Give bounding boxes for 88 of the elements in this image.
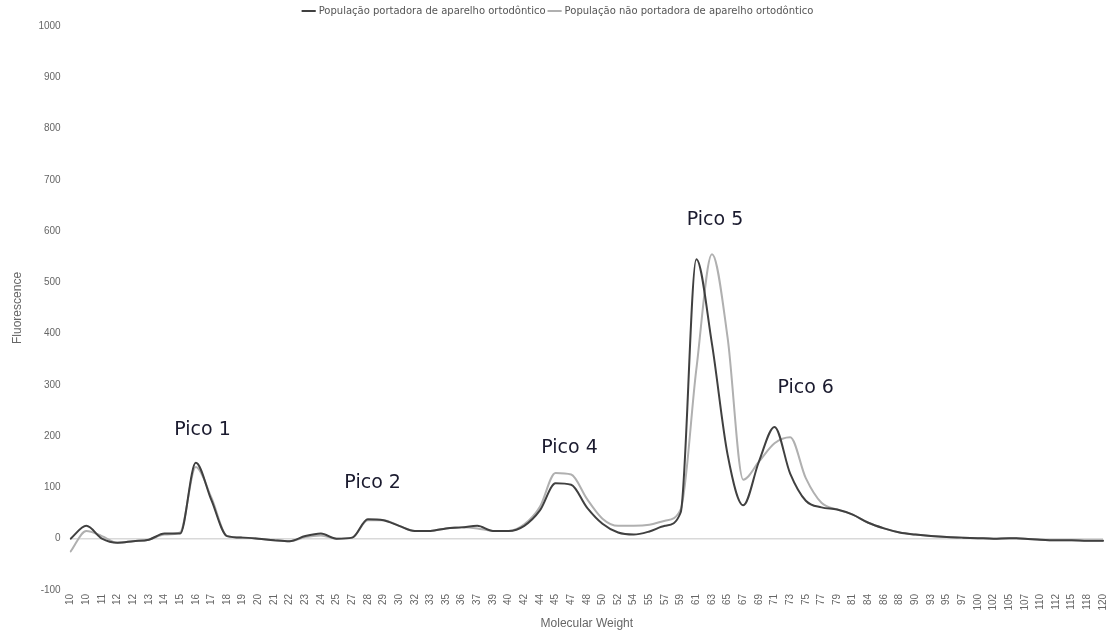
x-tick-label: 107 xyxy=(1018,593,1030,611)
x-tick-label: 42 xyxy=(518,593,530,606)
x-tick-label: 12 xyxy=(126,593,138,606)
x-tick-label: 30 xyxy=(392,593,404,606)
x-axis-title: Molecular Weight xyxy=(540,616,634,631)
x-tick-label: 55 xyxy=(643,593,655,606)
x-tick-label: 18 xyxy=(220,593,232,606)
x-tick-label: 75 xyxy=(799,593,811,606)
y-tick-label: 800 xyxy=(43,122,62,134)
x-tick-label: 11 xyxy=(95,593,107,605)
x-tick-label: 33 xyxy=(424,593,436,606)
x-tick-label: 69 xyxy=(752,593,764,606)
x-tick-label: 73 xyxy=(783,593,795,606)
x-tick-label: 17 xyxy=(205,593,217,606)
x-tick-label: 52 xyxy=(611,593,623,606)
x-tick-label: 35 xyxy=(439,593,451,606)
x-tick-label: 25 xyxy=(330,593,342,606)
x-tick-label: 47 xyxy=(564,593,576,606)
x-tick-label: 118 xyxy=(1081,593,1093,610)
annotation: Pico 2 xyxy=(344,469,401,492)
x-tick-label: 12 xyxy=(111,593,123,606)
x-tick-label: 54 xyxy=(627,593,639,606)
x-tick-label: 102 xyxy=(987,593,999,611)
y-tick-label: 300 xyxy=(43,378,62,390)
x-tick-label: 37 xyxy=(471,593,483,606)
x-tick-label: 100 xyxy=(971,593,983,611)
x-tick-label: 48 xyxy=(580,593,592,606)
x-tick-label: 86 xyxy=(877,593,889,606)
x-tick-label: 32 xyxy=(408,593,420,606)
y-axis-title: Fluorescence xyxy=(9,271,24,344)
annotation: Pico 5 xyxy=(686,206,744,229)
y-tick-label: 0 xyxy=(55,532,62,544)
y-tick-label: 500 xyxy=(43,276,62,288)
annotation: Pico 4 xyxy=(541,434,598,457)
x-tick-label: 20 xyxy=(252,593,264,606)
y-tick-label: 200 xyxy=(43,429,62,441)
x-tick-label: 95 xyxy=(940,593,952,606)
legend-label: População portadora de aparelho ortodôntico xyxy=(318,4,546,16)
x-tick-label: 27 xyxy=(345,593,357,606)
x-tick-label: 88 xyxy=(893,593,905,606)
x-tick-label: 22 xyxy=(283,593,295,606)
x-tick-label: 67 xyxy=(736,593,748,606)
x-tick-label: 40 xyxy=(502,593,514,606)
x-tick-label: 50 xyxy=(596,593,608,606)
annotation: Pico 1 xyxy=(174,416,231,439)
x-tick-label: 16 xyxy=(189,593,201,606)
x-tick-label: 10 xyxy=(64,593,76,606)
x-tick-label: 45 xyxy=(549,593,561,606)
x-tick-label: 97 xyxy=(955,593,967,606)
x-tick-label: 59 xyxy=(674,593,686,606)
x-tick-label: 77 xyxy=(815,593,827,606)
x-tick-label: 93 xyxy=(924,593,936,606)
x-tick-label: 23 xyxy=(299,593,311,606)
x-tick-label: 19 xyxy=(236,593,248,606)
x-tick-label: 36 xyxy=(455,593,467,606)
x-tick-label: 61 xyxy=(690,593,702,606)
x-tick-label: 13 xyxy=(142,593,154,606)
x-tick-label: 65 xyxy=(721,593,733,606)
x-tick-label: 10 xyxy=(80,593,92,606)
x-tick-label: 29 xyxy=(377,593,389,606)
y-tick-label: -100 xyxy=(40,583,62,595)
x-tick-label: 21 xyxy=(267,593,279,606)
x-tick-label: 79 xyxy=(830,593,842,606)
x-tick-label: 105 xyxy=(1002,593,1014,611)
x-tick-label: 39 xyxy=(486,593,498,606)
x-tick-label: 24 xyxy=(314,593,326,606)
y-tick-label: 100 xyxy=(43,481,62,493)
x-tick-label: 115 xyxy=(1065,593,1077,610)
x-tick-label: 63 xyxy=(705,593,717,606)
x-tick-label: 110 xyxy=(1034,593,1046,610)
y-tick-label: 400 xyxy=(43,327,62,339)
x-tick-label: 14 xyxy=(158,593,170,606)
x-tick-label: 81 xyxy=(846,593,858,606)
x-tick-label: 44 xyxy=(533,593,545,606)
y-tick-label: 700 xyxy=(43,173,62,185)
legend-label: População não portadora de aparelho ortodôntico xyxy=(564,4,814,16)
x-tick-label: 112 xyxy=(1049,593,1061,610)
x-tick-label: 84 xyxy=(862,593,874,606)
y-tick-label: 1000 xyxy=(38,19,62,31)
x-tick-label: 57 xyxy=(658,593,670,606)
x-tick-label: 71 xyxy=(768,593,780,606)
y-tick-label: 900 xyxy=(43,71,62,83)
x-tick-label: 120 xyxy=(1096,593,1108,611)
x-tick-label: 28 xyxy=(361,593,373,606)
x-tick-label: 15 xyxy=(173,593,185,606)
x-tick-label: 90 xyxy=(909,593,921,606)
y-tick-label: 600 xyxy=(43,224,62,236)
annotation: Pico 6 xyxy=(777,374,834,397)
